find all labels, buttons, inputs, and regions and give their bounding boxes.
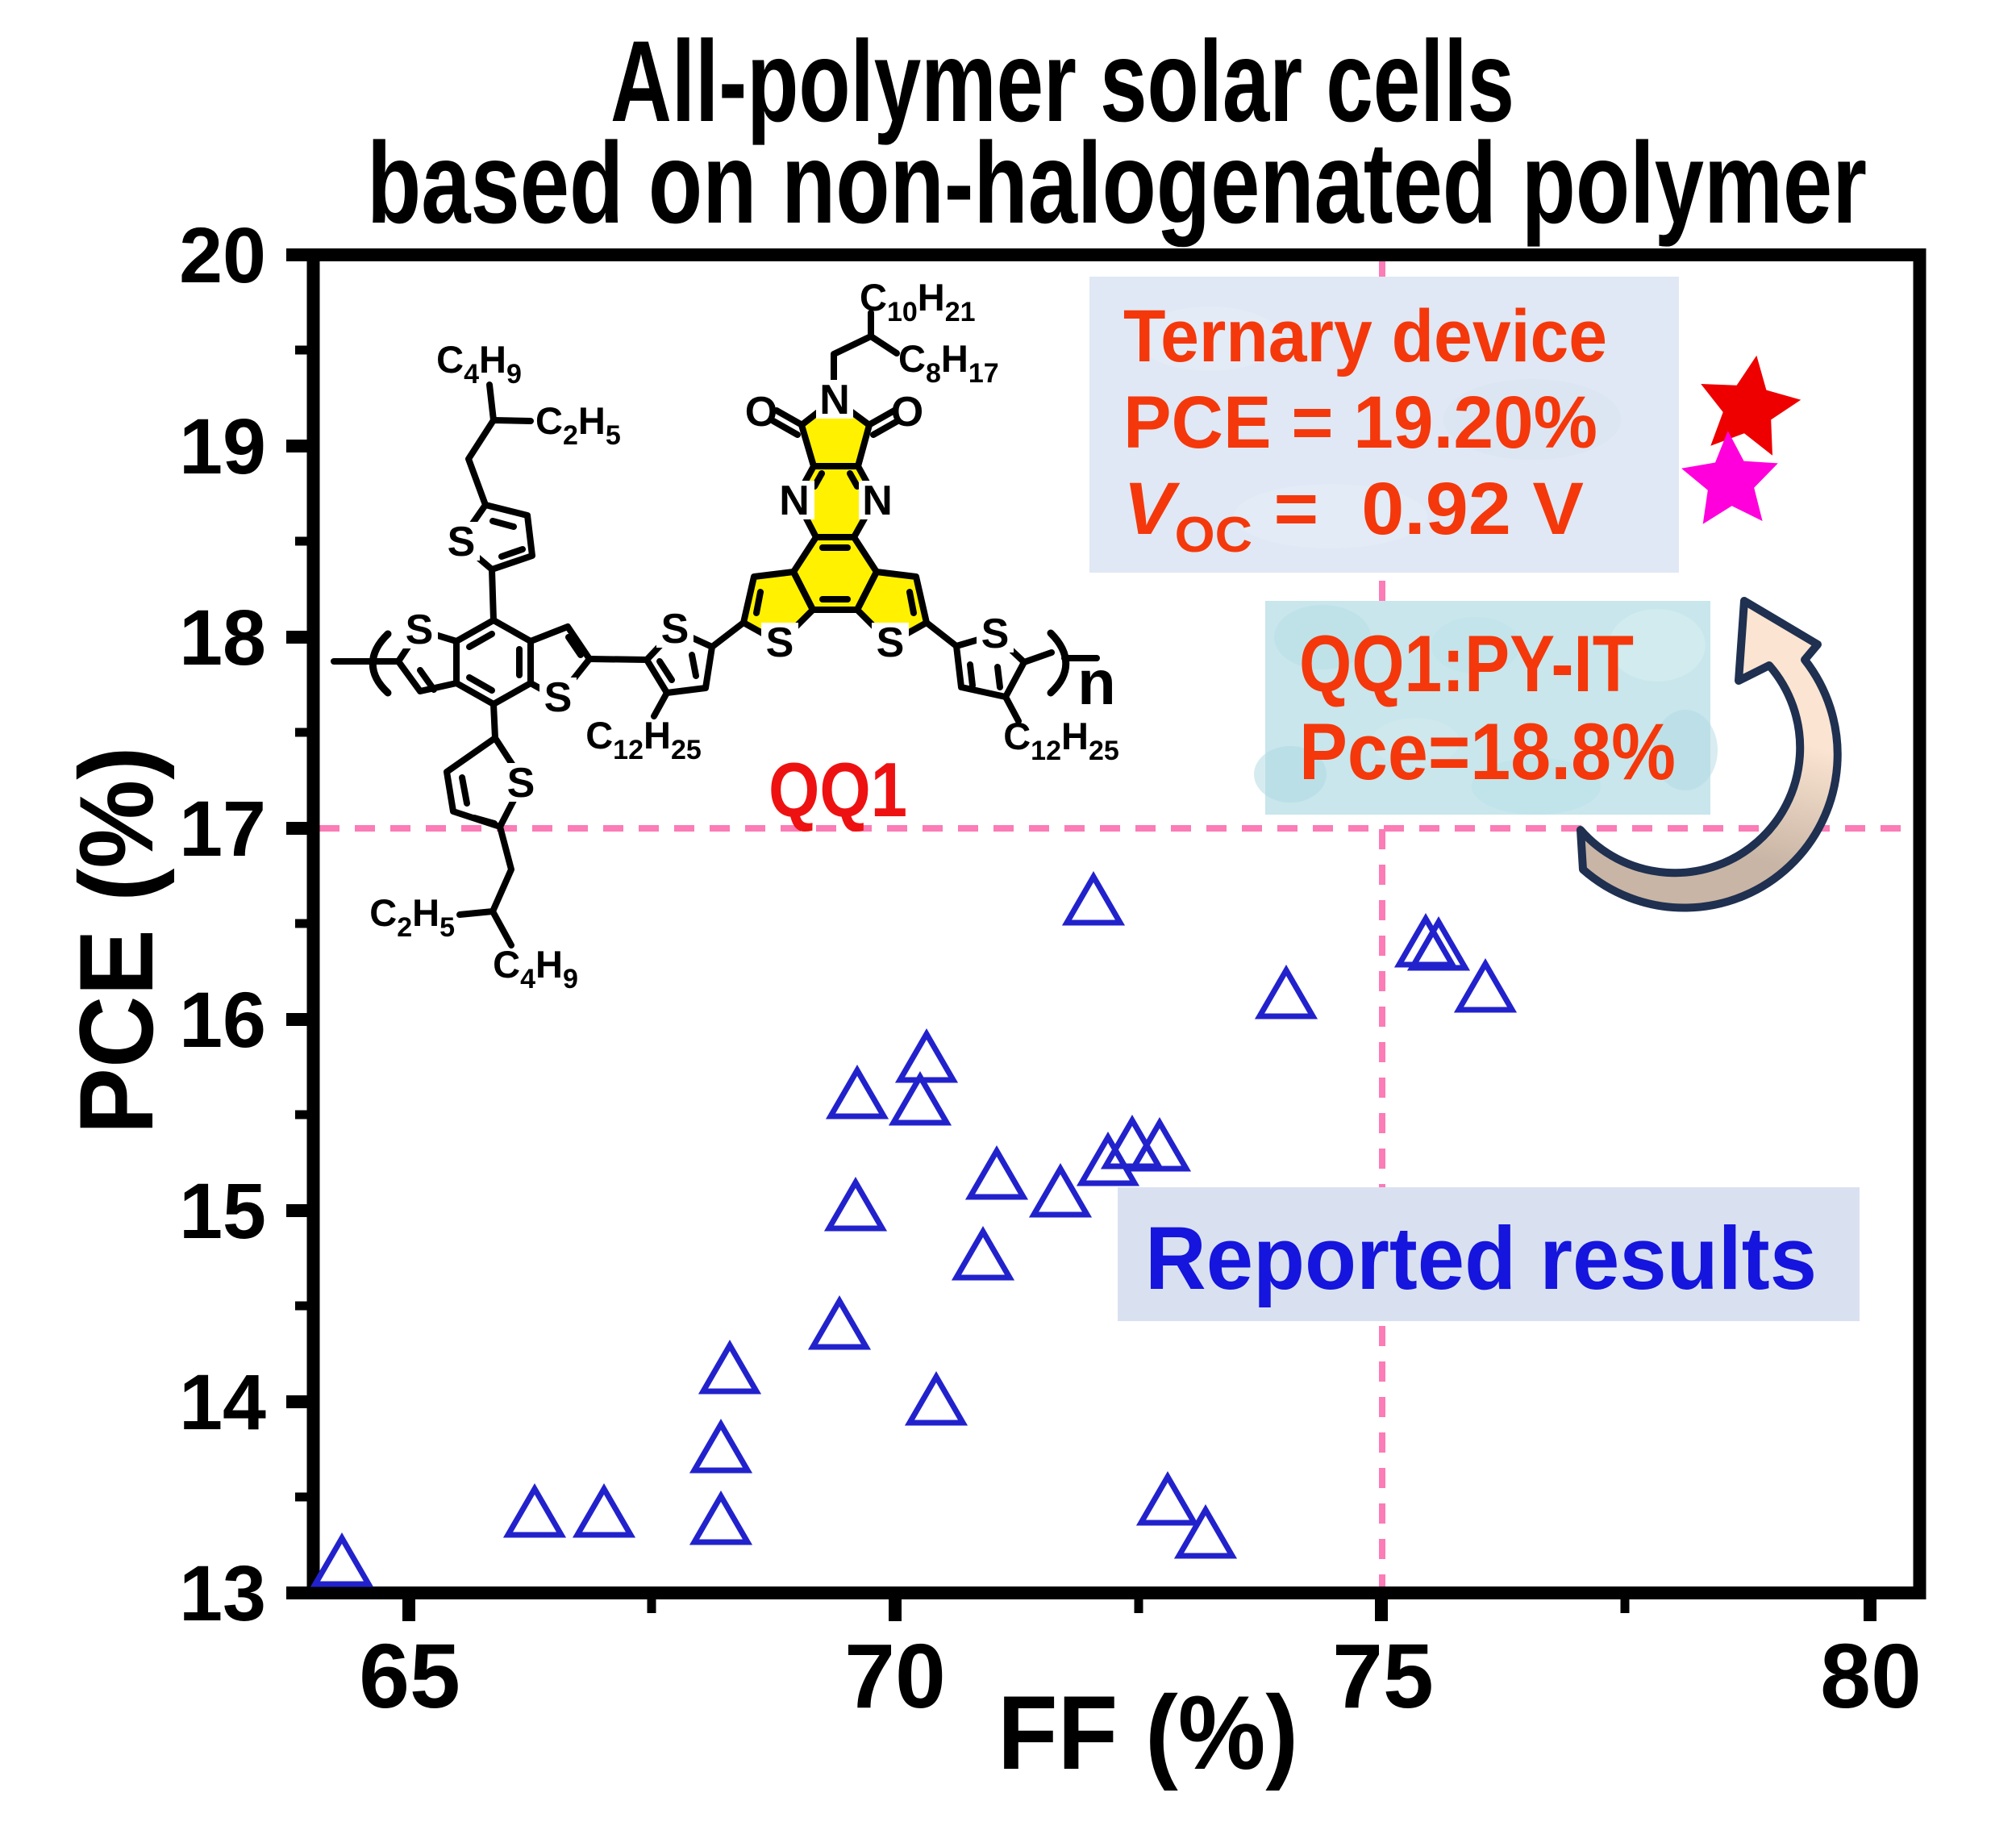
svg-text:20: 20 [179, 211, 266, 299]
svg-text:S: S [766, 619, 794, 666]
svg-text:N: N [779, 477, 810, 524]
svg-text:S: S [544, 674, 573, 721]
svg-text:Pce=18.8%: Pce=18.8% [1299, 707, 1676, 796]
svg-text:Reported results: Reported results [1145, 1209, 1817, 1308]
svg-text:70: 70 [844, 1625, 946, 1727]
svg-text:16: 16 [179, 976, 266, 1064]
svg-text:S: S [406, 607, 434, 653]
svg-text:O: O [745, 389, 777, 436]
svg-text:15: 15 [179, 1167, 266, 1255]
svg-text:S: S [507, 760, 535, 807]
svg-text:VOC = 0.92 V: VOC = 0.92 V [1123, 468, 1584, 563]
svg-text:N: N [862, 477, 893, 524]
svg-text:19: 19 [179, 402, 266, 490]
svg-text:18: 18 [179, 594, 266, 682]
svg-text:S: S [877, 619, 905, 666]
svg-text:QQ1:PY-IT: QQ1:PY-IT [1299, 619, 1634, 708]
svg-text:PCE (%): PCE (%) [57, 747, 175, 1135]
svg-text:75: 75 [1332, 1625, 1434, 1727]
svg-text:Ternary device: Ternary device [1123, 295, 1607, 377]
svg-text:S: S [661, 606, 689, 653]
svg-text:QQ1: QQ1 [768, 747, 907, 833]
svg-text:based on non-halogenated polym: based on non-halogenated polymer [367, 119, 1867, 248]
svg-text:65: 65 [359, 1625, 460, 1727]
svg-text:n: n [1077, 647, 1116, 718]
svg-text:S: S [448, 519, 476, 565]
svg-text:FF (%): FF (%) [998, 1674, 1298, 1791]
svg-text:14: 14 [179, 1358, 266, 1446]
svg-text:80: 80 [1820, 1625, 1922, 1727]
svg-text:13: 13 [179, 1549, 266, 1637]
svg-text:S: S [981, 611, 1010, 657]
svg-text:All-polymer solar cells: All-polymer solar cells [610, 18, 1514, 146]
svg-text:PCE = 19.20%: PCE = 19.20% [1123, 381, 1597, 464]
svg-text:17: 17 [179, 785, 266, 873]
svg-text:O: O [891, 389, 923, 436]
svg-text:N: N [819, 377, 850, 423]
